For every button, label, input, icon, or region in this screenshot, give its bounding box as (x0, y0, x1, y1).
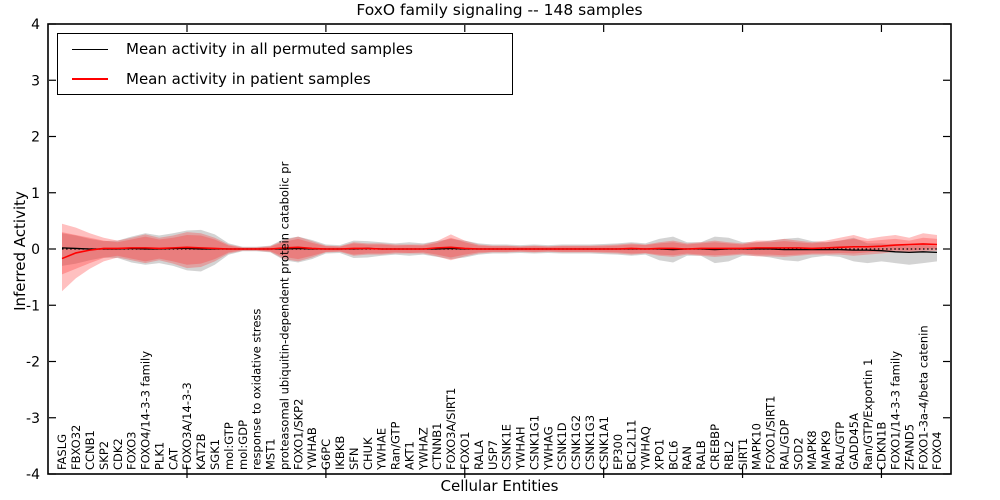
x-category-label: RBL2 (722, 440, 736, 470)
x-category-label: PLK1 (152, 442, 166, 470)
y-tick-label: 0 (31, 242, 40, 258)
x-category-label: YWHAZ (416, 427, 430, 471)
x-category-label: MAPK8 (805, 430, 819, 470)
axes-spines (47, 23, 952, 475)
x-category-label: Ran/GTP (389, 422, 403, 470)
y-tick-label: -1 (26, 298, 40, 314)
x-category-label: YWHAQ (639, 426, 653, 471)
x-category-label: SIRT1 (736, 438, 750, 470)
legend-label-permuted: Mean activity in all permuted samples (126, 40, 413, 58)
x-category-label: CTNNB1 (430, 423, 444, 470)
x-category-label: USP7 (486, 440, 500, 470)
series-patient-line (61, 243, 938, 260)
x-category-label: CSNK1G3 (583, 415, 597, 470)
x-category-label: mol:GTP (222, 422, 236, 470)
x-category-label: CCNB1 (83, 430, 97, 470)
patient-line-swatch (72, 78, 108, 80)
x-category-label: FOXO4 (930, 432, 944, 470)
x-category-label: CDK2 (111, 438, 125, 470)
x-category-label: RALB (694, 440, 708, 470)
x-category-label: FASLG (55, 434, 69, 470)
y-tick-label: 3 (31, 73, 40, 89)
x-category-label: KAT2B (194, 433, 208, 470)
x-category-label: ZFAND5 (902, 424, 916, 470)
x-category-label: GADD45A (847, 413, 861, 470)
x-category-label: CSNK1A1 (597, 416, 611, 470)
x-category-label: RALA (472, 440, 486, 470)
x-category-label: MST1 (264, 438, 278, 470)
y-tick-label: 1 (31, 186, 40, 202)
band-patient-inner (62, 232, 937, 275)
x-category-label: G6PC (319, 439, 333, 470)
x-category-label: FBXO32 (69, 425, 83, 470)
x-category-label: MAPK10 (750, 423, 764, 470)
x-category-label: CSNK1G1 (527, 415, 541, 470)
x-category-label: FOXO3 (125, 432, 139, 470)
x-category-label: RAN (680, 446, 694, 470)
x-category-label: FOXO1-3a-4/beta catenin (916, 325, 930, 470)
x-category-label: SGK1 (208, 439, 222, 470)
x-category-label: CSNK1D (555, 422, 569, 470)
permuted-line-swatch (72, 48, 108, 50)
x-category-label: CDKN1B (875, 422, 889, 470)
x-category-label: FOXO1 (458, 432, 472, 470)
x-axis-label: Cellular Entities (440, 477, 559, 495)
x-category-label: IKBKB (333, 436, 347, 470)
x-category-label: MAPK9 (819, 430, 833, 470)
x-category-label: SOD2 (791, 437, 805, 470)
y-tick-label: 4 (31, 17, 40, 33)
x-category-label: FOXO1/SIRT1 (764, 395, 778, 470)
x-category-label: XPO1 (652, 439, 666, 470)
x-category-label: mol:GDP (236, 420, 250, 470)
x-category-label: YWHAG (541, 426, 555, 471)
legend-label-patient: Mean activity in patient samples (126, 70, 371, 88)
x-category-label: CSNK1E (500, 424, 514, 470)
x-category-label: RAL/GDP (777, 420, 791, 470)
y-tick-label: 2 (31, 130, 40, 146)
x-category-label: RAL/GTP (833, 422, 847, 470)
x-category-label: FOXO3A/14-3-3 (180, 382, 194, 470)
x-category-label: YWHAH (514, 426, 528, 471)
x-category-label: FOXO3A/SIRT1 (444, 388, 458, 470)
x-category-label: SKP2 (97, 441, 111, 470)
x-category-label: response to oxidative stress (250, 309, 264, 470)
x-category-label: YWHAB (305, 427, 319, 471)
x-category-label: CSNK1G2 (569, 415, 583, 470)
y-tick-label: -3 (26, 411, 40, 427)
x-category-label: CREBBP (708, 424, 722, 470)
legend-box: Mean activity in all permuted samples Me… (57, 33, 513, 95)
x-category-label: Ran/GTP/Exportin 1 (861, 359, 875, 470)
x-category-label: proteasomal ubiquitin-dependent protein … (277, 161, 291, 470)
x-category-label: BCL6 (666, 441, 680, 470)
x-category-label: FOXO1/SKP2 (291, 399, 305, 470)
band-permuted (62, 229, 937, 272)
x-category-label: SFN (347, 447, 361, 470)
x-category-label: CHUK (361, 437, 375, 470)
x-category-label: CAT (166, 447, 180, 470)
chart-title: FoxO family signaling -- 148 samples (356, 1, 643, 19)
y-tick-label: -4 (26, 467, 40, 483)
x-category-label: AKT1 (402, 441, 416, 470)
legend-item-permuted: Mean activity in all permuted samples (58, 36, 512, 62)
x-category-label: FOXO4/14-3-3 family (139, 351, 153, 470)
y-tick-label: -2 (26, 355, 40, 371)
x-category-label: BCL2L11 (625, 420, 639, 470)
x-category-label: YWHAE (375, 428, 389, 471)
x-category-label: EP300 (611, 434, 625, 470)
x-category-label: FOXO1/14-3-3 family (889, 351, 903, 470)
legend-item-patient: Mean activity in patient samples (58, 66, 512, 92)
